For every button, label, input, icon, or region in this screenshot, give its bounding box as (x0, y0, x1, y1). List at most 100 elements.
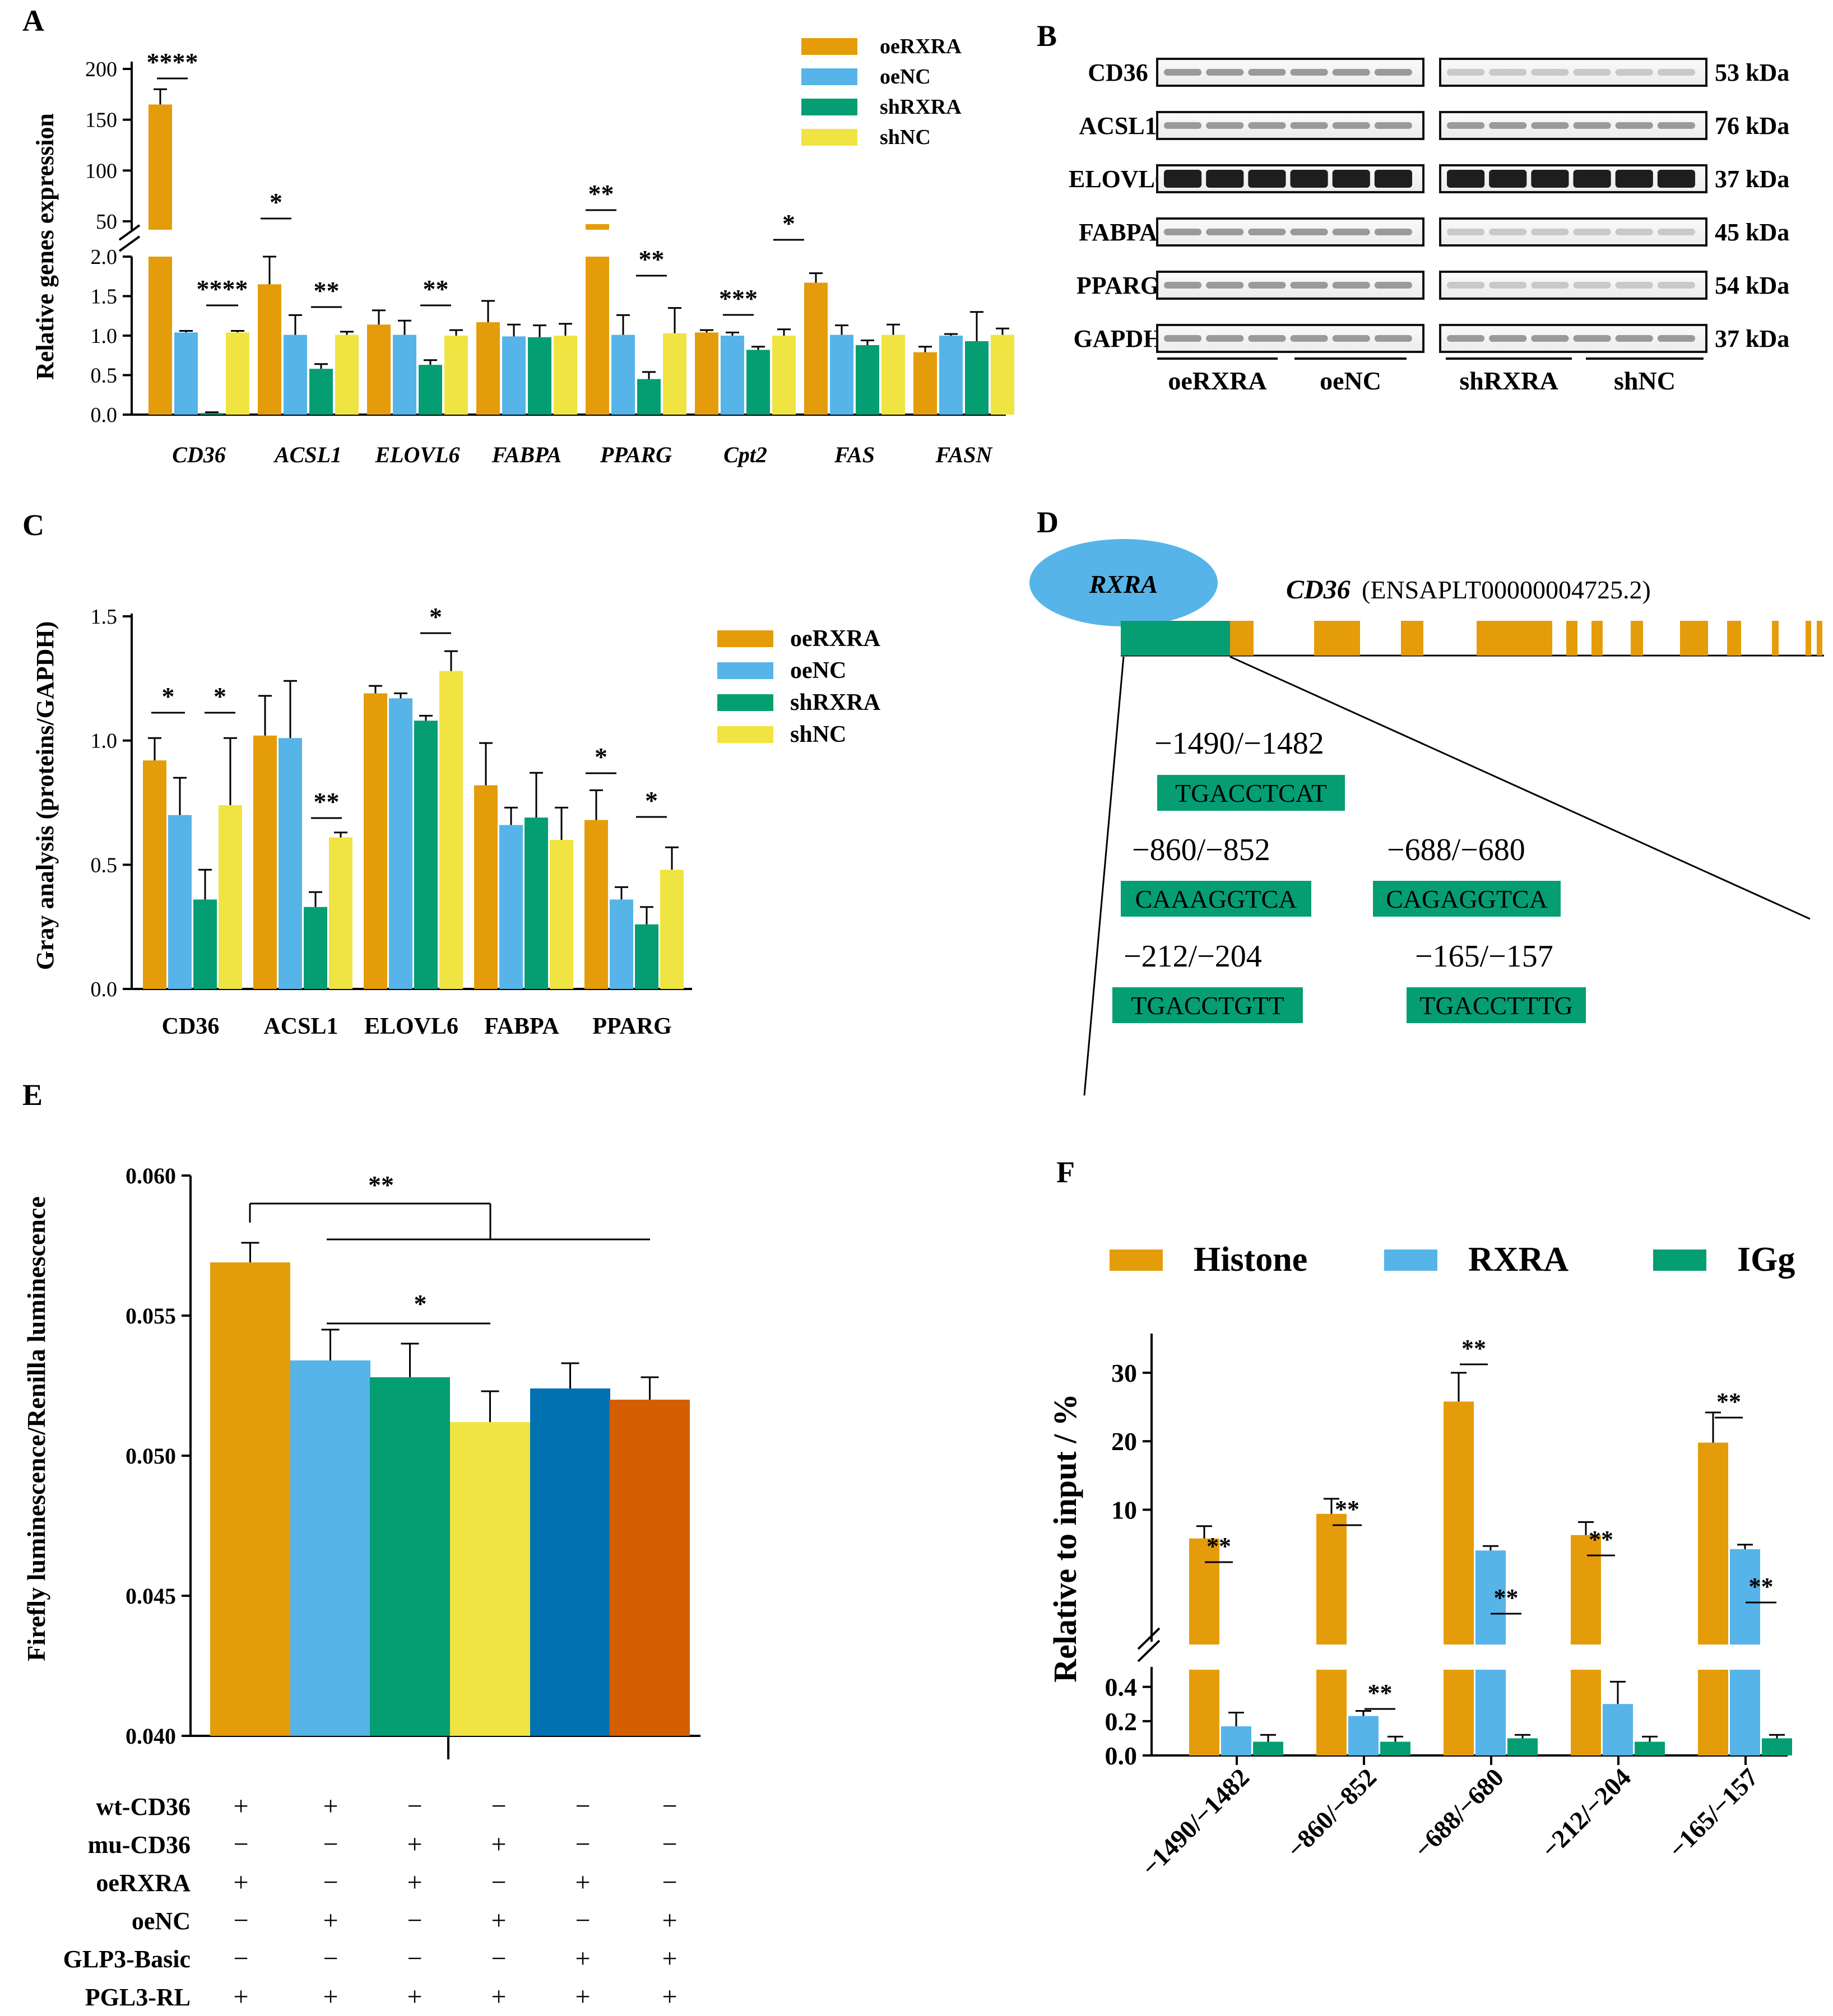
y-tick-label: 150 (85, 109, 117, 132)
panel-c-ylabel: Gray analysis (proteins/GAPDH) (31, 621, 59, 970)
band-FABPA (1290, 229, 1328, 235)
y-tick-label: 1.0 (91, 730, 118, 753)
exon-block (1806, 621, 1811, 656)
sig-212-histone: ** (1589, 1526, 1613, 1553)
size-label-ACSL1: 76 kDa (1715, 112, 1789, 140)
axis-break-mark (1137, 1639, 1161, 1662)
sig-fas-oe: * (782, 209, 795, 238)
legend-swatch-Histone (1110, 1249, 1163, 1271)
sig-acsl1-sh: ** (314, 276, 340, 305)
x-tick-label-PPARG: PPARG (600, 442, 672, 467)
bar-shRXRA-ACSL1 (304, 907, 327, 989)
legend-label-shNC: shNC (880, 126, 931, 149)
band-ELOVL6 (1573, 170, 1611, 188)
exon-block (1727, 621, 1741, 656)
sign-wt-CD36-1: + (233, 1791, 248, 1821)
band-FABPA (1332, 229, 1370, 235)
exon-block (1314, 621, 1360, 656)
bar-RXRA-−860/−852 (1348, 1716, 1379, 1755)
band-ELOVL6 (1206, 170, 1244, 188)
bar-condition-6 (610, 1400, 690, 1736)
protein-label-FABPA: FABPA (1079, 219, 1157, 246)
binding-sites: −1490/−1482 TGACCTCAT −860/−852 CAAAGGTCA −6… (1112, 726, 1586, 1023)
site-box-1 (1121, 881, 1311, 917)
y-tick-label: 0.040 (126, 1724, 176, 1749)
sign-oeNC-3: − (407, 1906, 422, 1935)
bar-IGg-−1490/−1482 (1253, 1741, 1283, 1755)
bar-shNC-ELOVL6 (444, 336, 468, 415)
sig-165-histone: ** (1716, 1388, 1741, 1415)
bar-Histone-−860/−852-lower (1316, 1670, 1347, 1755)
bar-shRXRA-FAS (856, 345, 879, 415)
y-tick-label: 1.0 (91, 324, 118, 348)
bar-shRXRA-PPARG (637, 379, 661, 415)
y-tick-label: 0.4 (1105, 1673, 1138, 1702)
sign-wt-CD36-3: − (407, 1791, 422, 1821)
panel-e-ylabel: Firefly luminescence/Renilla luminescenc… (22, 1196, 50, 1661)
sign-PGL3-RL-5: + (575, 1982, 590, 2012)
bar-shNC-FASN (991, 335, 1014, 415)
y-tick-label: 0.060 (126, 1163, 176, 1188)
group-label-shNC: shNC (1614, 366, 1676, 395)
bar-RXRA-−1490/−1482 (1221, 1726, 1251, 1755)
size-label-ELOVL6: 37 kDa (1715, 165, 1789, 193)
y-tick-label: 0.050 (126, 1443, 176, 1469)
sign-wt-CD36-2: + (323, 1791, 338, 1821)
site-box-2 (1373, 881, 1561, 917)
site-position-4: −165/−157 (1415, 939, 1553, 974)
sig-cd36-sh: **** (197, 275, 248, 303)
band-CD36 (1248, 69, 1286, 76)
y-tick-label: 10 (1111, 1495, 1137, 1524)
band-FABPA (1447, 229, 1485, 235)
bar-RXRA-−688/−680-lower (1475, 1670, 1506, 1755)
size-label-GAPDH: 37 kDa (1715, 325, 1789, 352)
bar-Histone-−165/−157-lower (1698, 1670, 1728, 1755)
bar-oeNC-PPARG (610, 899, 633, 989)
band-CD36 (1206, 69, 1244, 76)
x-tick-label-3: −212/−204 (1535, 1763, 1636, 1864)
bar-shRXRA-ELOVL6 (414, 721, 438, 989)
x-tick-label-CD36: CD36 (162, 1014, 220, 1039)
bar-oeNC-FABPA (502, 336, 526, 415)
band-FABPA (1164, 229, 1202, 235)
band-ACSL1 (1332, 122, 1370, 129)
band-ELOVL6 (1615, 170, 1653, 188)
bar-oeNC-PPARG (611, 335, 635, 415)
sign-GLP3-Basic-5: + (575, 1944, 590, 1973)
band-PPARG (1248, 282, 1286, 289)
bar-oeRXRA-ELOVL6 (364, 693, 387, 989)
sig-cd36-oe: **** (147, 48, 198, 76)
sign-mu-CD36-6: − (662, 1829, 677, 1859)
bar-RXRA-−165/−157-upper (1730, 1549, 1760, 1645)
rxra-factor-label: RXRA (1089, 570, 1158, 598)
transcript-id: (ENSAPLT00000004725.2) (1362, 575, 1651, 604)
band-ELOVL6 (1489, 170, 1527, 188)
sign-oeRXRA-5: + (575, 1868, 590, 1897)
y-tick-label: 0.045 (126, 1583, 176, 1609)
band-FABPA (1489, 229, 1527, 235)
band-PPARG (1332, 282, 1370, 289)
row-label-mu-CD36: mu-CD36 (88, 1831, 191, 1859)
size-label-CD36: 53 kDa (1715, 59, 1789, 86)
panel-a-legend: oeRXRA oeNC shRXRA shNC (801, 35, 962, 149)
site-sequence-2: CAGAGGTCA (1386, 885, 1548, 913)
bar-IGg-−165/−157 (1762, 1738, 1792, 1755)
bar-shNC-CD36 (226, 332, 249, 415)
panel-b: B CD36 53 kDa ACSL1 76 kDa ELOVL6 37 kDa FABPA… (1037, 19, 1789, 395)
bar-shRXRA-Cpt2 (746, 350, 770, 415)
x-tick-label-FABPA: FABPA (491, 442, 562, 467)
panel-c: C Gray analysis (proteins/GAPDH) 1.5 1.0 0… (22, 508, 881, 1039)
sig-1490-histone: ** (1206, 1532, 1231, 1560)
row-label-oeNC: oeNC (132, 1907, 191, 1935)
band-PPARG (1374, 282, 1412, 289)
band-CD36 (1290, 69, 1328, 76)
promoter-region (1121, 621, 1230, 656)
bar-oeRXRA-FAS (804, 282, 828, 415)
bar-oeNC-ACSL1 (284, 335, 307, 415)
sig-pparg-oe: * (595, 742, 607, 771)
sig-acsl1-sh: ** (314, 787, 340, 816)
bar-shRXRA-ACSL1 (309, 369, 333, 415)
band-PPARG (1447, 282, 1485, 289)
western-blot-panel: CD36 53 kDa ACSL1 76 kDa ELOVL6 37 kDa FABPA 45… (1069, 58, 1789, 395)
sign-oeRXRA-2: − (323, 1868, 338, 1897)
